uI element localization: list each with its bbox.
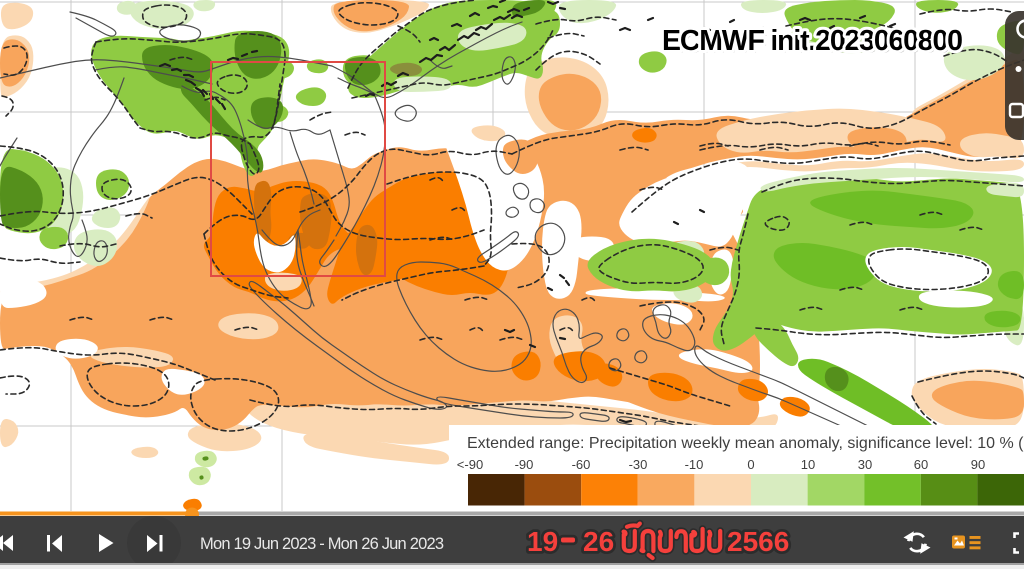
svg-text:0: 0 — [747, 457, 754, 472]
svg-text:-10: -10 — [685, 457, 704, 472]
svg-text:Mon 19 Jun 2023 - Mon 26 Jun 2: Mon 19 Jun 2023 - Mon 26 Jun 2023 — [200, 535, 444, 553]
svg-text:-60: -60 — [572, 457, 591, 472]
svg-text:2566: 2566 — [727, 526, 789, 557]
svg-text:26: 26 — [583, 526, 614, 557]
svg-text:10: 10 — [801, 457, 815, 472]
svg-text:19: 19 — [527, 526, 558, 557]
svg-text:<-90: <-90 — [457, 457, 483, 472]
svg-text:Extended range: Precipitation: Extended range: Precipitation weekly mea… — [467, 435, 1024, 452]
svg-text:ECMWF init.2023060800: ECMWF init.2023060800 — [665, 28, 966, 60]
svg-text:-30: -30 — [629, 457, 648, 472]
svg-text:-90: -90 — [515, 457, 534, 472]
svg-text:90: 90 — [971, 457, 985, 472]
svg-text:60: 60 — [914, 457, 928, 472]
svg-text:ECMWF init.2023060800: ECMWF init.2023060800 — [662, 25, 963, 57]
svg-text:30: 30 — [858, 457, 872, 472]
